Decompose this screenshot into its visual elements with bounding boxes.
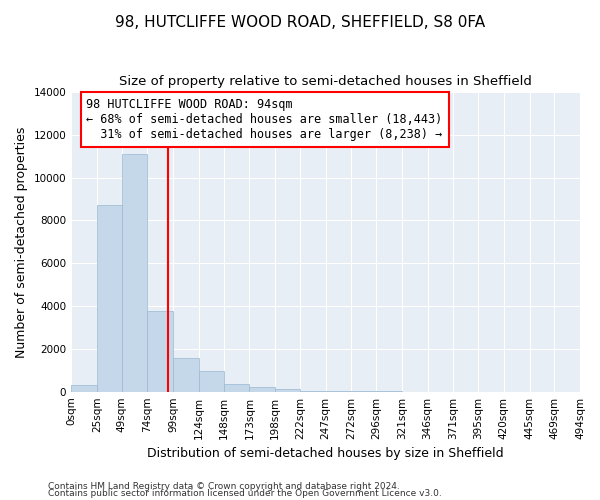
Bar: [122, 154, 148, 392]
Bar: [275, 389, 300, 392]
Bar: [71, 386, 97, 392]
Text: Contains public sector information licensed under the Open Government Licence v3: Contains public sector information licen…: [48, 489, 442, 498]
Bar: [300, 390, 326, 392]
Text: 98 HUTCLIFFE WOOD ROAD: 94sqm
← 68% of semi-detached houses are smaller (18,443): 98 HUTCLIFFE WOOD ROAD: 94sqm ← 68% of s…: [86, 98, 443, 141]
Bar: [250, 388, 275, 392]
Text: 98, HUTCLIFFE WOOD ROAD, SHEFFIELD, S8 0FA: 98, HUTCLIFFE WOOD ROAD, SHEFFIELD, S8 0…: [115, 15, 485, 30]
Bar: [148, 312, 173, 392]
Y-axis label: Number of semi-detached properties: Number of semi-detached properties: [15, 126, 28, 358]
Bar: [326, 391, 352, 392]
Bar: [97, 206, 122, 392]
X-axis label: Distribution of semi-detached houses by size in Sheffield: Distribution of semi-detached houses by …: [147, 447, 504, 460]
Bar: [224, 384, 250, 392]
Title: Size of property relative to semi-detached houses in Sheffield: Size of property relative to semi-detach…: [119, 75, 532, 88]
Text: Contains HM Land Registry data © Crown copyright and database right 2024.: Contains HM Land Registry data © Crown c…: [48, 482, 400, 491]
Bar: [173, 358, 199, 392]
Bar: [199, 372, 224, 392]
